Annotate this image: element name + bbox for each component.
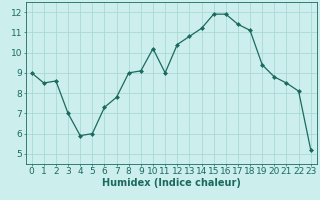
X-axis label: Humidex (Indice chaleur): Humidex (Indice chaleur)	[102, 178, 241, 188]
